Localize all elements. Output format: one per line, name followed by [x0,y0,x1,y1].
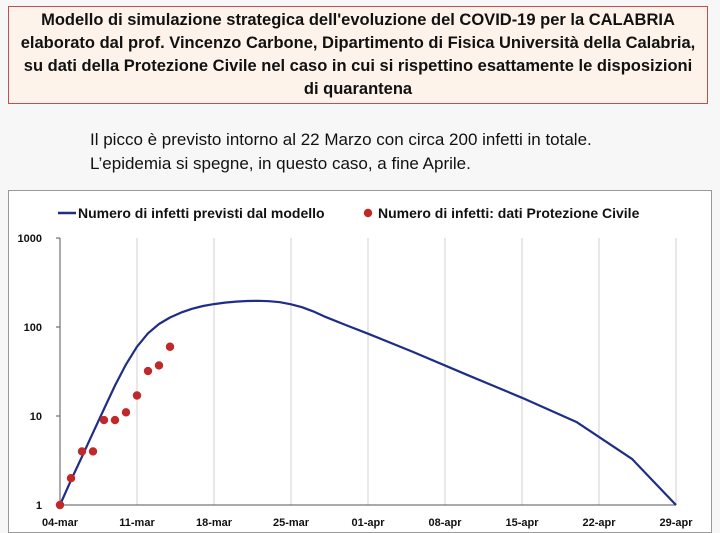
legend-model-label: Numero di infetti previsti dal modello [78,205,325,221]
y-tick-label: 10 [30,411,42,423]
data-point [88,447,98,456]
title-line-2: elaborato dal prof. Vincenzo Carbone, Di… [20,34,696,52]
description-line-1: Il picco è previsto intorno al 22 Marzo … [90,130,592,149]
title-line-3: su dati della Protezione Civile nel caso… [23,57,693,75]
x-tick-label: 15-apr [505,517,539,529]
description-line-2: L’epidemia si spegne, in questo caso, a … [90,154,471,173]
x-tick-label: 01-apr [351,517,385,529]
data-point [132,391,142,400]
data-point [143,366,153,376]
x-tick-label: 08-apr [428,517,462,529]
x-tick-label: 18-mar [196,517,233,529]
data-point [154,361,164,370]
y-tick-label: 1 [36,500,42,512]
data-point [110,415,120,425]
x-tick-label: 04-mar [42,517,79,529]
x-tick-label: 25-mar [273,517,310,529]
legend-dot-swatch [363,208,373,218]
chart-frame [8,190,712,533]
data-point [77,447,87,456]
data-point [121,408,131,417]
description: Il picco è previsto intorno al 22 Marzo … [90,128,592,176]
x-tick-label: 11-mar [119,517,155,529]
data-point [55,500,65,510]
model-line [58,299,677,506]
title-box: Modello di simulazione strategica dell'e… [8,6,708,104]
data-point [99,415,109,425]
y-tick-label: 100 [24,322,42,334]
data-point [165,342,175,351]
x-tick-label: 22-apr [582,517,616,529]
y-tick-label: 1000 [18,233,42,245]
title-line-4: di quarantena [303,80,413,98]
legend-data-label: Numero di infetti: dati Protezione Civil… [378,205,640,221]
title-line-1: Modello di simulazione strategica dell'e… [41,11,675,29]
data-point [66,474,76,483]
x-tick-label: 29-apr [659,517,693,529]
